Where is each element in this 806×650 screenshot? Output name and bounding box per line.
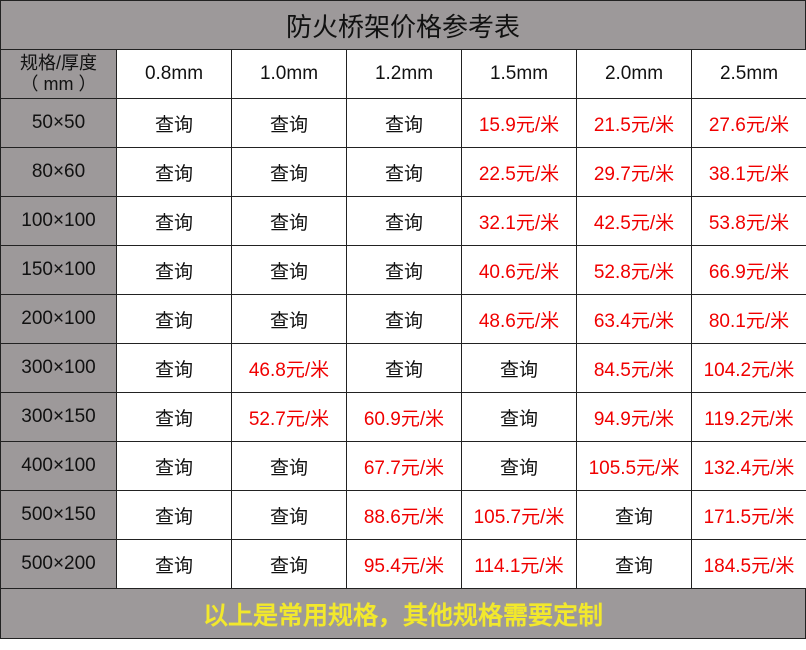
corner-header: 规格/厚度 （ mm ） (0, 49, 117, 99)
price-cell: 105.5元/米 (576, 441, 692, 491)
header-row: 规格/厚度 （ mm ） 0.8mm 1.0mm 1.2mm 1.5mm 2.0… (0, 49, 806, 99)
price-cell: 67.7元/米 (346, 441, 462, 491)
thickness-header: 2.0mm (576, 49, 692, 99)
price-cell: 132.4元/米 (691, 441, 806, 491)
query-cell: 查询 (231, 441, 347, 491)
price-cell: 60.9元/米 (346, 392, 462, 442)
price-cell: 80.1元/米 (691, 294, 806, 344)
table-title: 防火桥架价格参考表 (0, 0, 806, 49)
size-label: 400×100 (0, 441, 117, 491)
table-row: 80×60 查询 查询 查询 22.5元/米 29.7元/米 38.1元/米 (0, 147, 806, 197)
price-cell: 184.5元/米 (691, 539, 806, 589)
query-cell: 查询 (231, 147, 347, 197)
price-cell: 119.2元/米 (691, 392, 806, 442)
query-cell: 查询 (346, 294, 462, 344)
price-cell: 42.5元/米 (576, 196, 692, 246)
size-label: 500×200 (0, 539, 117, 589)
size-label: 200×100 (0, 294, 117, 344)
price-cell: 21.5元/米 (576, 98, 692, 148)
price-cell: 46.8元/米 (231, 343, 347, 393)
price-cell: 52.8元/米 (576, 245, 692, 295)
query-cell: 查询 (576, 490, 692, 540)
query-cell: 查询 (116, 490, 232, 540)
query-cell: 查询 (116, 392, 232, 442)
table-row: 150×100 查询 查询 查询 40.6元/米 52.8元/米 66.9元/米 (0, 245, 806, 295)
price-cell: 88.6元/米 (346, 490, 462, 540)
price-cell: 29.7元/米 (576, 147, 692, 197)
price-cell: 40.6元/米 (461, 245, 577, 295)
table-row: 100×100 查询 查询 查询 32.1元/米 42.5元/米 53.8元/米 (0, 196, 806, 246)
price-cell: 52.7元/米 (231, 392, 347, 442)
query-cell: 查询 (231, 294, 347, 344)
corner-label-spec: 规格/厚度 (19, 53, 97, 73)
price-cell: 105.7元/米 (461, 490, 577, 540)
query-cell: 查询 (346, 147, 462, 197)
price-cell: 94.9元/米 (576, 392, 692, 442)
table-row: 200×100 查询 查询 查询 48.6元/米 63.4元/米 80.1元/米 (0, 294, 806, 344)
query-cell: 查询 (346, 98, 462, 148)
size-label: 100×100 (0, 196, 117, 246)
size-label: 80×60 (0, 147, 117, 197)
query-cell: 查询 (461, 343, 577, 393)
query-cell: 查询 (231, 245, 347, 295)
thickness-header: 1.5mm (461, 49, 577, 99)
query-cell: 查询 (116, 98, 232, 148)
query-cell: 查询 (116, 441, 232, 491)
price-cell: 22.5元/米 (461, 147, 577, 197)
query-cell: 查询 (231, 539, 347, 589)
thickness-header: 2.5mm (691, 49, 806, 99)
price-cell: 27.6元/米 (691, 98, 806, 148)
price-cell: 114.1元/米 (461, 539, 577, 589)
price-cell: 95.4元/米 (346, 539, 462, 589)
query-cell: 查询 (231, 490, 347, 540)
query-cell: 查询 (116, 294, 232, 344)
thickness-header: 1.2mm (346, 49, 462, 99)
table-row: 50×50 查询 查询 查询 15.9元/米 21.5元/米 27.6元/米 (0, 98, 806, 148)
price-cell: 32.1元/米 (461, 196, 577, 246)
query-cell: 查询 (116, 147, 232, 197)
thickness-header: 1.0mm (231, 49, 347, 99)
size-label: 300×150 (0, 392, 117, 442)
query-cell: 查询 (346, 245, 462, 295)
size-label: 150×100 (0, 245, 117, 295)
price-cell: 104.2元/米 (691, 343, 806, 393)
table-row: 300×100 查询 46.8元/米 查询 查询 84.5元/米 104.2元/米 (0, 343, 806, 393)
query-cell: 查询 (116, 539, 232, 589)
corner-label-unit: （ mm ） (20, 74, 97, 94)
price-cell: 15.9元/米 (461, 98, 577, 148)
query-cell: 查询 (116, 245, 232, 295)
price-cell: 48.6元/米 (461, 294, 577, 344)
query-cell: 查询 (461, 441, 577, 491)
size-label: 500×150 (0, 490, 117, 540)
footer-note: 以上是常用规格，其他规格需要定制 (0, 589, 806, 639)
query-cell: 查询 (116, 343, 232, 393)
price-cell: 66.9元/米 (691, 245, 806, 295)
size-label: 50×50 (0, 98, 117, 148)
table-row: 300×150 查询 52.7元/米 60.9元/米 查询 94.9元/米 119.2元/米 (0, 392, 806, 442)
query-cell: 查询 (231, 98, 347, 148)
query-cell: 查询 (346, 343, 462, 393)
query-cell: 查询 (116, 196, 232, 246)
price-cell: 38.1元/米 (691, 147, 806, 197)
price-cell: 84.5元/米 (576, 343, 692, 393)
thickness-header: 0.8mm (116, 49, 232, 99)
query-cell: 查询 (231, 196, 347, 246)
query-cell: 查询 (461, 392, 577, 442)
price-table: 规格/厚度 （ mm ） 0.8mm 1.0mm 1.2mm 1.5mm 2.0… (0, 49, 806, 589)
table-row: 500×200 查询 查询 95.4元/米 114.1元/米 查询 184.5元/米 (0, 539, 806, 589)
price-cell: 171.5元/米 (691, 490, 806, 540)
table-row: 400×100 查询 查询 67.7元/米 查询 105.5元/米 132.4元/米 (0, 441, 806, 491)
price-cell: 63.4元/米 (576, 294, 692, 344)
query-cell: 查询 (346, 196, 462, 246)
table-row: 500×150 查询 查询 88.6元/米 105.7元/米 查询 171.5元/米 (0, 490, 806, 540)
price-cell: 53.8元/米 (691, 196, 806, 246)
query-cell: 查询 (576, 539, 692, 589)
size-label: 300×100 (0, 343, 117, 393)
